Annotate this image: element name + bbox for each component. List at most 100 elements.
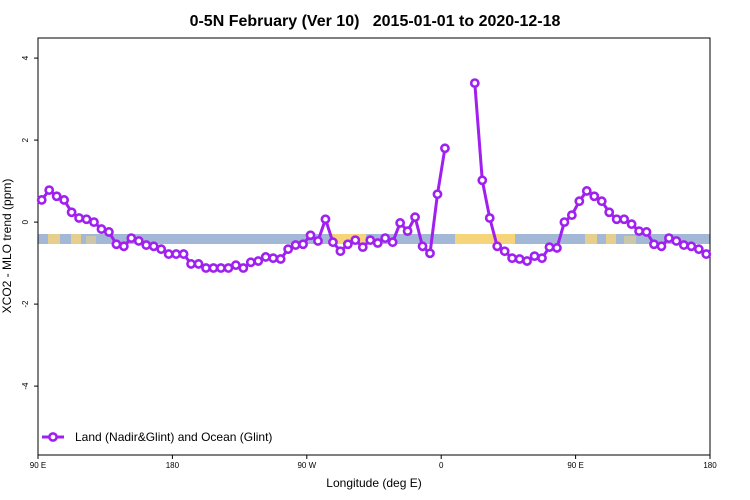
data-point <box>275 254 286 264</box>
data-point <box>81 214 92 225</box>
data-point <box>320 214 331 225</box>
data-point <box>432 189 443 200</box>
data-point <box>440 143 450 154</box>
x-axis-label: Longitude (deg E) <box>326 476 421 490</box>
data-point <box>201 263 211 273</box>
data-point <box>522 256 532 266</box>
data-point <box>581 186 592 196</box>
x-tick-label: 90 E <box>567 461 583 470</box>
data-point <box>619 214 630 225</box>
data-point <box>566 210 577 221</box>
data-point <box>141 240 152 250</box>
data-point <box>342 239 353 250</box>
data-point <box>126 233 137 243</box>
data-point <box>410 212 420 223</box>
data-point <box>365 235 376 246</box>
y-tick-label: 0 <box>21 219 30 224</box>
data-point <box>305 230 316 241</box>
data-point <box>223 263 234 273</box>
data-point <box>387 237 398 248</box>
data-point <box>59 195 70 205</box>
data-point <box>649 239 659 250</box>
data-point <box>701 249 712 259</box>
data-point <box>574 196 585 207</box>
data-point <box>372 238 383 248</box>
land-band <box>606 234 616 244</box>
y-axis-label: XCO2 - MLO trend (ppm) <box>0 179 14 314</box>
data-point <box>96 224 107 234</box>
data-point <box>492 241 503 252</box>
land-band <box>624 236 636 244</box>
plot-frame <box>37 37 711 456</box>
data-point <box>186 259 196 269</box>
y-tick-label: 2 <box>21 137 30 142</box>
data-point <box>133 236 144 246</box>
data-point <box>626 219 637 230</box>
data-point <box>514 254 525 264</box>
data-point <box>484 213 495 223</box>
data-point <box>507 253 518 264</box>
data-point <box>193 259 204 269</box>
x-tick-label: 90 E <box>30 461 46 470</box>
y-tick-label: 4 <box>21 55 30 60</box>
data-point <box>290 240 301 250</box>
data-point <box>36 195 47 205</box>
data-point <box>238 263 249 273</box>
data-point <box>283 244 294 255</box>
x-tick-label: 180 <box>703 461 717 470</box>
data-point <box>328 237 338 248</box>
data-point <box>589 191 600 202</box>
chart-title: 0-5N February (Ver 10) 2015-01-01 to 202… <box>190 13 561 30</box>
data-point <box>604 207 615 218</box>
data-point <box>634 226 644 237</box>
data-point <box>230 260 241 271</box>
data-point <box>178 249 189 259</box>
data-point <box>477 175 488 186</box>
data-point <box>641 227 652 237</box>
data-point <box>51 191 62 202</box>
data-point <box>171 249 182 259</box>
data-point <box>671 236 682 246</box>
data-point <box>469 78 480 89</box>
data-point <box>44 185 55 196</box>
data-point <box>529 251 540 262</box>
data-point <box>611 214 622 225</box>
data-point <box>268 253 279 264</box>
legend-marker <box>48 432 58 442</box>
data-point <box>395 218 406 228</box>
data-point <box>499 246 510 257</box>
data-point <box>156 244 167 255</box>
data-point <box>245 257 256 268</box>
data-point <box>74 213 84 223</box>
data-point <box>208 263 219 273</box>
data-point <box>552 243 562 253</box>
data-point <box>559 217 570 228</box>
data-point <box>678 240 689 250</box>
data-point <box>686 241 697 252</box>
data-point <box>350 235 361 246</box>
land-band <box>455 234 515 244</box>
data-point <box>656 241 667 252</box>
y-tick-label: -2 <box>21 300 30 308</box>
data-point <box>313 236 323 246</box>
x-tick-label: 180 <box>166 461 180 470</box>
land-band <box>585 234 597 244</box>
land-band <box>330 234 366 244</box>
data-point <box>104 227 114 237</box>
data-point <box>417 241 428 252</box>
data-point <box>596 196 607 207</box>
data-point <box>118 241 129 252</box>
data-point <box>253 256 264 266</box>
data-point <box>111 239 122 250</box>
data-point <box>260 252 271 262</box>
land-band <box>86 236 96 244</box>
data-point <box>380 233 391 243</box>
data-point <box>66 207 77 218</box>
x-tick-label: 90 W <box>297 461 316 470</box>
data-point <box>163 249 174 259</box>
data-point <box>544 242 555 253</box>
data-point <box>693 244 704 255</box>
data-point <box>537 253 547 264</box>
data-point <box>89 217 99 228</box>
